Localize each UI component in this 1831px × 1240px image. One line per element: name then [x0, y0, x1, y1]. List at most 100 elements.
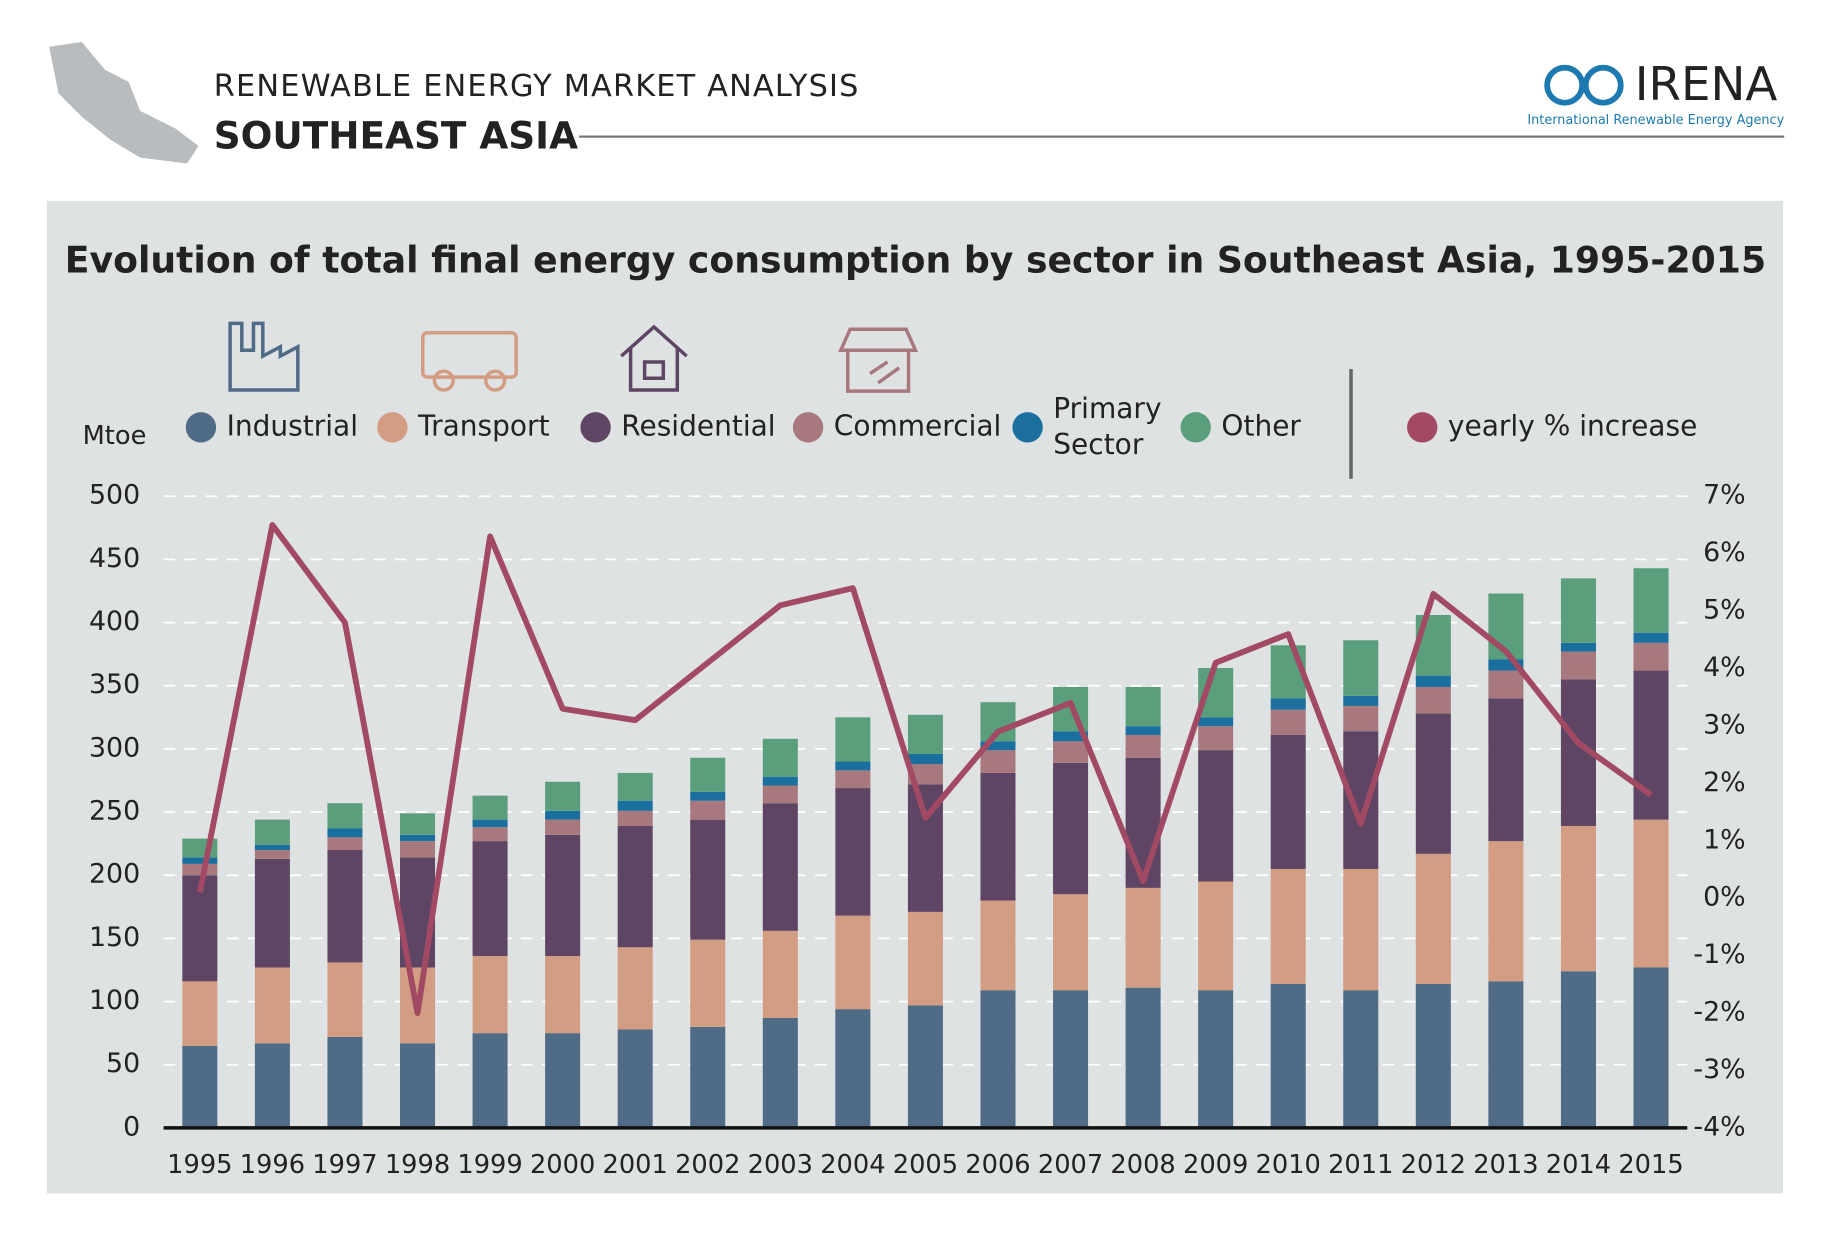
- bar-segment: [1198, 750, 1234, 882]
- bar-segment: [1633, 632, 1669, 643]
- x-tick-label: 2002: [675, 1150, 740, 1180]
- legend-label: Primary Sector: [1053, 392, 1161, 461]
- bar-segment: [1270, 868, 1306, 984]
- x-tick-label: 2001: [603, 1150, 668, 1180]
- bar-segment: [1560, 578, 1596, 643]
- bar-segment: [472, 841, 508, 957]
- bar-segment: [254, 1043, 290, 1128]
- bar-segment: [1053, 990, 1089, 1128]
- x-tick-label: 2000: [530, 1150, 595, 1180]
- bar-segment: [400, 813, 436, 835]
- bar-segment: [1125, 887, 1161, 988]
- y2-tick-label: -1%: [1693, 939, 1745, 970]
- bar-segment: [327, 837, 363, 850]
- bar-segment: [980, 772, 1016, 901]
- bar-segment: [617, 1029, 653, 1128]
- bar-segment: [1343, 695, 1379, 706]
- bar-segment: [327, 803, 363, 829]
- legend-swatch: [377, 412, 408, 443]
- bar-segment: [907, 1005, 943, 1128]
- y-axis-label: Mtoe: [83, 421, 147, 451]
- header-title: SOUTHEAST ASIA: [214, 113, 578, 157]
- bar-segment: [1633, 568, 1669, 633]
- legend-swatch: [185, 412, 217, 443]
- bar-segment: [254, 844, 290, 850]
- bar-segment: [254, 967, 290, 1044]
- y2-tick-label: -4%: [1693, 1111, 1745, 1142]
- bar-segment: [1343, 990, 1379, 1128]
- x-tick-label: 2008: [1110, 1150, 1175, 1180]
- bar-segment: [400, 841, 436, 858]
- bar-segment: [1415, 675, 1451, 687]
- y-tick-label: 500: [89, 480, 140, 511]
- bar-segment: [182, 857, 218, 864]
- bar-segment: [472, 1033, 508, 1128]
- bar-segment: [472, 956, 508, 1034]
- x-tick-label: 2009: [1183, 1150, 1248, 1180]
- bar-segment: [1560, 642, 1596, 652]
- legend-swatch: [1012, 412, 1043, 443]
- bar-segment: [327, 849, 363, 963]
- bar-segment: [690, 1026, 726, 1128]
- bar-segment: [545, 956, 581, 1034]
- bar-segment: [617, 810, 653, 826]
- y2-tick-label: 7%: [1703, 480, 1746, 511]
- bar-segment: [1488, 841, 1524, 982]
- bar-segment: [1125, 757, 1161, 888]
- bar-segment: [1125, 686, 1161, 727]
- bar-segment: [1053, 731, 1089, 742]
- x-tick-label: 1999: [457, 1150, 522, 1180]
- bar-segment: [1343, 868, 1379, 991]
- x-tick-label: 2014: [1546, 1150, 1611, 1180]
- bar-segment: [545, 834, 581, 957]
- legend-swatch: [1407, 412, 1438, 443]
- x-tick-label: 1996: [240, 1150, 305, 1180]
- x-tick-label: 2004: [820, 1150, 885, 1180]
- bar-segment: [1415, 686, 1451, 714]
- bar-segment: [835, 788, 871, 916]
- bar-segment: [690, 939, 726, 1027]
- y-tick-label: 100: [89, 985, 140, 1016]
- bar-segment: [1343, 705, 1379, 732]
- bar-segment: [545, 819, 581, 835]
- y2-tick-label: 1%: [1703, 824, 1746, 855]
- bar-segment: [617, 800, 653, 811]
- bar-segment: [835, 770, 871, 789]
- bar-segment: [1198, 990, 1234, 1128]
- bar-segment: [762, 803, 798, 931]
- header-kicker: RENEWABLE ENERGY MARKET ANALYSIS: [214, 69, 860, 104]
- bar-segment: [1560, 825, 1596, 972]
- bar-segment: [762, 785, 798, 804]
- x-tick-label: 2005: [893, 1150, 958, 1180]
- bar-segment: [1125, 726, 1161, 736]
- x-tick-label: 1995: [167, 1150, 232, 1180]
- x-tick-label: 2015: [1618, 1150, 1683, 1180]
- bar-segment: [1415, 983, 1451, 1128]
- bar-segment: [1488, 698, 1524, 842]
- x-tick-label: 2012: [1401, 1150, 1466, 1180]
- bar-segment: [907, 753, 943, 765]
- bar-segment: [254, 858, 290, 968]
- bar-segment: [980, 741, 1016, 751]
- bar-segment: [980, 900, 1016, 991]
- bar-segment: [1343, 640, 1379, 696]
- bar-segment: [1415, 853, 1451, 984]
- bar-segment: [254, 819, 290, 845]
- logo-text: IRENA: [1635, 58, 1778, 112]
- bar-segment: [1633, 819, 1669, 968]
- bar-segment: [327, 828, 363, 838]
- x-tick-label: 2003: [748, 1150, 813, 1180]
- bar-segment: [472, 827, 508, 842]
- legend-label: Transport: [417, 409, 549, 442]
- bar-segment: [1560, 651, 1596, 680]
- bar-segment: [1053, 894, 1089, 991]
- bar-segment: [835, 761, 871, 771]
- bar-segment: [182, 1045, 218, 1128]
- bar-segment: [182, 863, 218, 876]
- y2-tick-label: -2%: [1693, 997, 1745, 1028]
- bar-segment: [617, 947, 653, 1030]
- legend-label: Other: [1221, 409, 1301, 442]
- x-tick-label: 2006: [965, 1150, 1030, 1180]
